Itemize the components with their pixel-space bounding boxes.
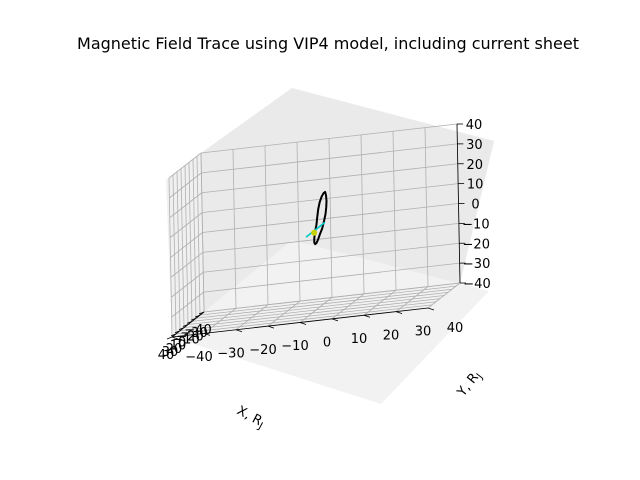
x-tick-label: −40 [184, 323, 211, 338]
y-tick [331, 318, 339, 322]
x-tick-label: −10 [172, 332, 199, 347]
z-tick-label: 10 [467, 178, 484, 193]
grid-lines [168, 123, 461, 338]
y-tick-label: 40 [447, 321, 464, 336]
grid-line [395, 286, 429, 312]
y-tick-label: 20 [383, 328, 400, 343]
grid-line [331, 293, 365, 320]
z-tick-label: −30 [463, 257, 490, 272]
grid-line [203, 242, 460, 273]
floor-pane [172, 240, 489, 404]
grid-line [171, 291, 204, 318]
z-tick-label: −20 [463, 237, 490, 252]
y-tick-label: 30 [415, 325, 432, 340]
grid-line [170, 252, 204, 278]
grid-line [169, 212, 203, 238]
x-tick-label: −30 [180, 326, 207, 341]
y-tick-label: 10 [351, 332, 368, 347]
grid-line [267, 300, 301, 327]
x-tick [186, 321, 193, 324]
grid-line [169, 192, 202, 219]
z-tick-label: −40 [463, 277, 490, 292]
x-tick [194, 314, 201, 318]
grid-line [202, 183, 459, 214]
x-tick-label: 0 [178, 336, 186, 351]
y-tick [171, 336, 179, 340]
x-tick [174, 330, 181, 334]
x-tick-label: 30 [162, 345, 179, 360]
y-tick [235, 329, 243, 333]
x-tick [182, 324, 189, 327]
x-tick [198, 311, 205, 315]
y-tick [267, 325, 275, 329]
x-tick-label: 20 [166, 342, 183, 357]
current-sheet-line [305, 221, 326, 238]
y-tick-label: −20 [249, 343, 276, 358]
grid-line [427, 282, 461, 309]
planet-marker [311, 229, 318, 236]
y-tick [203, 332, 211, 336]
z-tick-label: 0 [471, 198, 479, 213]
x-tick-label: −20 [176, 329, 203, 344]
plot-series [305, 190, 328, 246]
grid-line [170, 232, 203, 258]
grid-line [200, 123, 458, 154]
y-tick [395, 311, 403, 315]
x-tick [190, 317, 197, 321]
y-tick [363, 314, 371, 318]
grid-line [203, 308, 237, 334]
y-tick-label: −10 [281, 339, 308, 354]
x-tick [170, 333, 177, 337]
grid-line [202, 222, 459, 253]
z-tick-label: −10 [462, 217, 489, 232]
grid-line [201, 143, 458, 174]
axis-lines [166, 123, 466, 340]
grid-line [168, 152, 202, 179]
x-axis-label: X, RJ [233, 403, 267, 432]
chart-title: Magnetic Field Trace using VIP4 model, i… [77, 34, 579, 53]
grid-line [202, 203, 459, 233]
y-tick [299, 322, 307, 325]
grid-line [235, 304, 269, 331]
grid-line [203, 262, 460, 293]
y-tick [427, 307, 435, 311]
grid-line [203, 282, 461, 313]
y-axis-label: Y, RJ [454, 368, 485, 401]
grid-line [171, 271, 204, 298]
grid-line [363, 289, 397, 316]
x-tick-label: 10 [170, 339, 187, 354]
x-tick-label: 40 [158, 348, 175, 363]
z-tick-label: 40 [466, 118, 483, 133]
y-tick-label: 0 [323, 336, 331, 351]
grid-line [201, 163, 458, 194]
x-tick [178, 327, 185, 330]
grid-line [299, 297, 333, 323]
x-tick [166, 336, 173, 340]
y-tick-label: −40 [185, 350, 212, 365]
field-line-trace [313, 190, 328, 246]
z-tick-label: 30 [466, 138, 483, 153]
grid-line [169, 172, 202, 199]
y-tick-label: −30 [217, 346, 244, 361]
z-tick-label: 20 [466, 158, 483, 173]
